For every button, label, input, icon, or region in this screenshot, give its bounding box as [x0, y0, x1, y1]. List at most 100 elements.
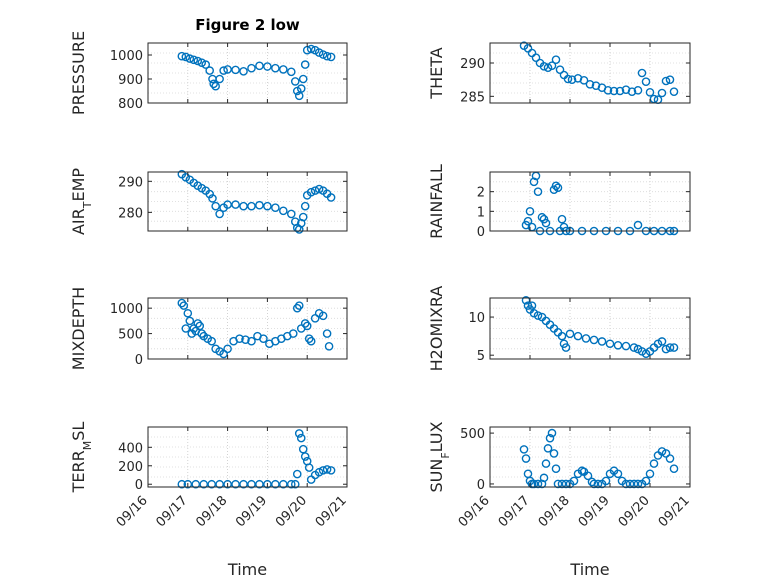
data-point — [539, 473, 549, 483]
data-point — [300, 201, 310, 211]
data-point — [601, 476, 611, 486]
y-tick-label: 400 — [118, 441, 143, 456]
data-point — [318, 466, 328, 475]
data-point — [547, 428, 557, 438]
data-point — [241, 335, 250, 344]
data-point — [263, 479, 272, 489]
data-point — [207, 479, 216, 489]
y-tick-label: 5 — [477, 349, 485, 364]
data-point — [521, 454, 531, 463]
data-point — [255, 200, 264, 210]
data-point — [539, 62, 549, 71]
data-point — [641, 476, 651, 486]
data-point — [621, 341, 631, 351]
data-point — [223, 344, 232, 354]
data-point — [231, 200, 240, 209]
y-axis-label: PRESSURE — [69, 31, 88, 115]
data-point — [615, 86, 625, 96]
data-point — [183, 308, 193, 318]
data-point — [294, 429, 304, 438]
y-tick-label: 285 — [460, 90, 485, 105]
data-point — [211, 81, 220, 91]
data-point — [641, 77, 651, 86]
data-point — [567, 75, 577, 84]
data-point — [290, 77, 300, 86]
data-point — [593, 479, 603, 489]
data-point — [523, 216, 533, 226]
data-point — [292, 303, 302, 313]
data-point — [306, 44, 316, 54]
data-point — [326, 52, 336, 62]
axes-box — [489, 297, 691, 360]
y-axis-label: MIXDEPTH — [69, 287, 88, 370]
data-point — [649, 459, 659, 468]
y-tick-label: 900 — [118, 73, 143, 88]
data-point — [279, 65, 288, 74]
x-tick-label: 09/17 — [496, 493, 533, 530]
subplot-h2omixra: 5 10 H2OMIXRA — [427, 286, 691, 371]
data-point — [557, 479, 567, 489]
data-point — [543, 63, 553, 72]
axes-box — [147, 426, 348, 488]
data-point — [279, 479, 288, 489]
data-point — [191, 479, 201, 489]
axes-box — [147, 42, 348, 104]
subplot-terr-msl: 0 200 400 09/16 09/17 09/18 09/19 09/20 09/21 Tim… — [69, 422, 350, 579]
data-point — [247, 479, 256, 489]
data-point — [565, 329, 575, 339]
data-point — [314, 48, 324, 57]
subplot-air-temp: 280 290 AIRTEMP — [69, 168, 348, 235]
data-point — [589, 479, 599, 489]
subplot-mixdepth: 0 500 1000 MIXDEPTH — [69, 287, 348, 370]
data-point — [661, 344, 671, 354]
data-point — [189, 55, 199, 65]
data-point — [318, 311, 328, 321]
data-point — [286, 67, 296, 77]
data-point — [529, 177, 539, 187]
axes-box — [489, 426, 691, 488]
data-point — [177, 479, 187, 489]
figure-title: Figure 2 low — [195, 16, 300, 34]
axes-box — [489, 171, 691, 232]
y-tick-label: 800 — [118, 97, 143, 112]
y-tick-label: 0 — [135, 353, 143, 368]
data-point — [298, 212, 308, 222]
x-tick-label: 09/20 — [616, 493, 653, 530]
data-point — [247, 201, 256, 211]
axes-box — [489, 42, 691, 104]
data-point — [235, 334, 244, 343]
data-point — [605, 339, 615, 349]
data-point — [549, 449, 559, 458]
data-point — [215, 479, 224, 489]
data-point — [300, 319, 310, 328]
y-tick-label: 500 — [118, 328, 143, 343]
x-tick-label: 09/21 — [313, 493, 350, 530]
x-tick-label: 09/19 — [576, 493, 613, 530]
data-point — [211, 201, 220, 211]
data-point — [247, 336, 256, 346]
data-point — [324, 341, 334, 351]
axes-box — [147, 297, 348, 360]
data-point — [223, 479, 232, 489]
data-point — [629, 479, 639, 489]
data-point — [288, 329, 298, 338]
y-tick-label: 280 — [118, 206, 143, 221]
y-axis-label: THETA — [427, 47, 446, 99]
data-point — [563, 74, 573, 84]
data-point — [525, 207, 535, 216]
data-point — [302, 321, 312, 331]
x-tick-label: 09/20 — [273, 493, 310, 530]
data-point — [219, 66, 228, 75]
subplot-sun-flux: 0 500 09/16 09/17 09/18 09/19 09/20 09/21 Time SU… — [427, 421, 693, 579]
subplot-pressure: 800 900 1000 PRESSURE Figure 2 low — [69, 16, 348, 115]
y-tick-label: 0 — [477, 478, 485, 493]
data-point — [557, 214, 567, 224]
y-tick-label: 0 — [477, 225, 485, 240]
data-point — [669, 464, 679, 473]
data-point — [181, 324, 191, 333]
data-point — [304, 334, 314, 343]
data-point — [579, 76, 589, 85]
data-point — [271, 63, 280, 73]
data-point — [300, 60, 310, 69]
data-point — [197, 329, 207, 338]
